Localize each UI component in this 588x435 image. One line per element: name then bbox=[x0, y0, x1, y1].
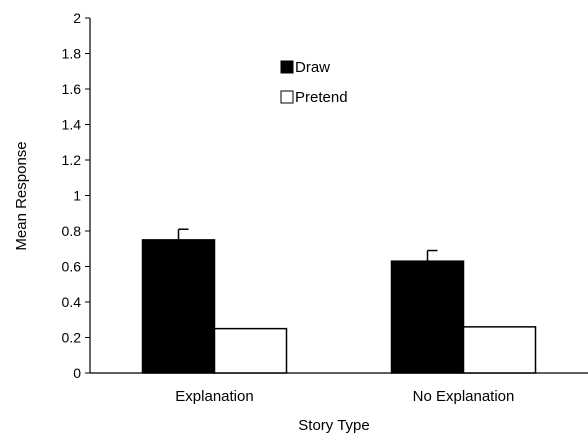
bar-draw-1 bbox=[390, 260, 465, 374]
y-tick-label: 1.8 bbox=[62, 46, 82, 62]
bar-pretend-0 bbox=[213, 327, 288, 374]
y-tick-label: 0.4 bbox=[62, 294, 82, 310]
bars bbox=[141, 228, 537, 374]
x-category-label: No Explanation bbox=[413, 388, 515, 405]
y-tick-label: 0.6 bbox=[62, 259, 82, 275]
y-tick-label: 1.6 bbox=[62, 81, 82, 97]
bar-draw-0 bbox=[141, 239, 216, 374]
y-tick-label: 1 bbox=[73, 188, 81, 204]
x-category-label: Explanation bbox=[175, 388, 253, 405]
legend-label-pretend: Pretend bbox=[295, 89, 348, 106]
y-tick-label: 2 bbox=[73, 10, 81, 26]
y-axis-title: Mean Response bbox=[13, 141, 30, 250]
y-tick-label: 0.2 bbox=[62, 330, 82, 346]
y-tick-label: 1.2 bbox=[62, 152, 82, 168]
x-axis-title: Story Type bbox=[298, 417, 369, 434]
x-axis-categories: Explanation No Explanation bbox=[175, 388, 514, 405]
bar-pretend-1 bbox=[462, 326, 537, 374]
y-tick-label: 0.8 bbox=[62, 223, 82, 239]
legend-label-draw: Draw bbox=[295, 59, 330, 76]
y-tick-label: 1.4 bbox=[62, 117, 82, 133]
legend-swatch-pretend bbox=[280, 90, 294, 104]
y-axis-ticks: 0 0.2 0.4 0.6 0.8 1 1.2 1.4 1.6 1.8 2 bbox=[62, 10, 90, 381]
legend: Draw Pretend bbox=[280, 59, 348, 106]
y-tick-label: 0 bbox=[73, 365, 81, 381]
legend-swatch-draw bbox=[280, 60, 294, 74]
